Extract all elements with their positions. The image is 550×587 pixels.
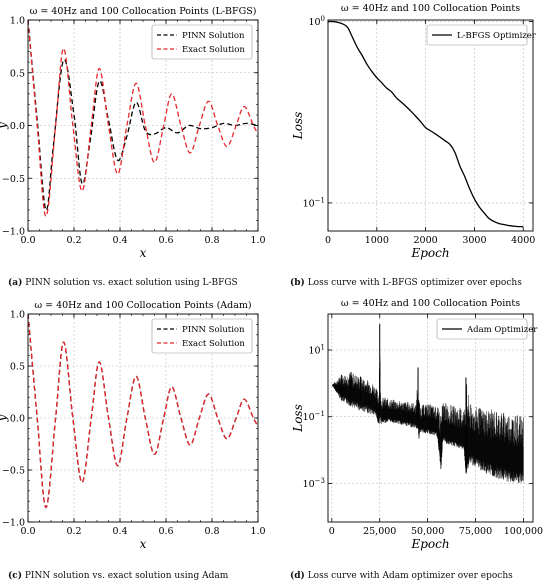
y-tick-label-0: 100	[308, 15, 325, 28]
caption-b: (b) Loss curve with L-BFGS optimizer ove…	[290, 278, 522, 288]
y-axis-label: y	[0, 414, 9, 422]
x-axis-label: x	[140, 537, 147, 551]
y-axis-label: Loss	[291, 404, 305, 433]
legend: Adam Optimizer	[436, 318, 538, 340]
x-tick-label-5: 1.0	[250, 526, 265, 537]
legend-label-0: L-BFGS Optimizer	[457, 31, 537, 41]
y-tick-label-1: 10−1	[303, 410, 325, 423]
caption-b-letter: (b)	[290, 278, 305, 288]
caption-d: (d) Loss curve with Adam optimizer over …	[290, 571, 513, 581]
y-tick-label-0: −1.0	[2, 227, 25, 238]
caption-b-text: Loss curve with L-BFGS optimizer over ep…	[307, 278, 522, 288]
legend: PINN Solution Exact Solution	[151, 318, 253, 354]
legend-label-0: PINN Solution	[182, 325, 245, 335]
chart-title: ω = 40Hz and 100 Collocation Points (Ada…	[34, 300, 251, 311]
x-tick-label-2: 0.4	[112, 526, 127, 537]
legend-label-0: PINN Solution	[182, 31, 245, 41]
x-tick-label-4: 0.8	[204, 526, 219, 537]
y-tick-label-1: −0.5	[2, 466, 25, 477]
chart-panel-c: 0.0 0.2 0.4 0.6 0.8 1.0 −1.0 −0.5 0.0 0.5 1.0 ω = 4…	[0, 300, 266, 551]
chart-panel-a: 0.0 0.2 0.4 0.6 0.8 1.0 −1.0 −0.5 0.0 0.5 1.0 ω = 4…	[0, 6, 266, 260]
x-tick-label-1: 0.2	[66, 235, 81, 246]
x-tick-label-3: 3000	[462, 235, 486, 246]
x-axis-label: Epoch	[410, 537, 449, 551]
caption-d-letter: (d)	[290, 571, 305, 581]
x-tick-label-1: 0.2	[66, 526, 81, 537]
y-axis-label: y	[0, 122, 9, 130]
caption-c-letter: (c)	[8, 571, 22, 581]
x-tick-label-0: 0.0	[20, 235, 35, 246]
plot-area	[28, 314, 258, 509]
legend: L-BFGS Optimizer	[426, 24, 537, 46]
x-tick-label-4: 100,000	[504, 526, 543, 537]
x-tick-label-2: 0.4	[112, 235, 127, 246]
x-tick-label-4: 0.8	[204, 235, 219, 246]
plot-frame	[327, 313, 534, 523]
y-tick-label-2: 10−3	[303, 477, 325, 490]
legend-box	[436, 318, 528, 340]
legend-label-1: Exact Solution	[182, 45, 245, 55]
y-tick-label-2: 0.0	[10, 414, 25, 425]
series-line-1	[28, 20, 258, 217]
y-tick-label-3: 0.5	[10, 68, 25, 79]
series-line-0	[331, 356, 524, 484]
caption-d-text: Loss curve with Adam optimizer over epoc…	[307, 571, 513, 581]
x-tick-label-1: 1000	[365, 235, 389, 246]
x-tick-label-2: 50,000	[411, 526, 444, 537]
caption-c: (c) PINN solution vs. exact solution usi…	[8, 571, 228, 581]
y-tick-label-2: 0.0	[10, 121, 25, 132]
x-tick-label-1: 25,000	[363, 526, 396, 537]
legend: PINN Solution Exact Solution	[151, 24, 253, 60]
chart-panel-d: 0 25,000 50,000 75,000 100,000 101 10−1 10−3 ω =…	[291, 298, 543, 551]
caption-a: (a) PINN solution vs. exact solution usi…	[8, 278, 238, 288]
legend-box	[151, 318, 253, 354]
x-tick-label-3: 0.6	[158, 526, 173, 537]
chart-title: ω = 40Hz and 100 Collocation Points	[341, 3, 520, 14]
x-tick-label-3: 75,000	[459, 526, 492, 537]
series-line-1	[28, 314, 258, 509]
x-axis-label: x	[140, 246, 147, 260]
plot-area	[331, 324, 524, 484]
x-tick-label-0: 0	[329, 526, 335, 537]
x-tick-label-5: 1.0	[250, 235, 265, 246]
x-tick-label-0: 0	[325, 235, 331, 246]
y-tick-label-1: −0.5	[2, 174, 25, 185]
plot-area	[28, 20, 258, 217]
chart-title: ω = 40Hz and 100 Collocation Points	[341, 298, 520, 309]
x-tick-label-3: 0.6	[158, 235, 173, 246]
legend-label-1: Exact Solution	[182, 339, 245, 349]
caption-a-letter: (a)	[8, 278, 23, 288]
x-tick-label-4: 4000	[511, 235, 535, 246]
legend-box	[151, 24, 253, 60]
x-tick-label-0: 0.0	[20, 526, 35, 537]
x-tick-label-2: 2000	[414, 235, 438, 246]
y-tick-label-4: 1.0	[10, 310, 25, 321]
y-tick-label-4: 1.0	[10, 16, 25, 27]
y-tick-label-1: 10−1	[303, 196, 325, 209]
legend-label-0: Adam Optimizer	[466, 325, 538, 335]
plot-area	[328, 20, 524, 228]
y-tick-label-0: −1.0	[2, 518, 25, 529]
chart-title: ω = 40Hz and 100 Collocation Points (L-B…	[30, 6, 257, 17]
series-line-0	[328, 20, 524, 228]
caption-c-text: PINN solution vs. exact solution using A…	[24, 571, 229, 581]
y-axis-label: Loss	[291, 112, 305, 141]
y-tick-label-0: 101	[308, 344, 325, 357]
x-axis-label: Epoch	[410, 246, 449, 260]
caption-a-text: PINN solution vs. exact solution using L…	[25, 278, 238, 288]
y-tick-label-3: 0.5	[10, 362, 25, 373]
chart-panel-b: 0 1000 2000 3000 4000 100 10−1 ω = 40Hz and 100…	[291, 3, 537, 260]
plot-frame	[327, 19, 534, 232]
legend-box	[426, 24, 528, 46]
